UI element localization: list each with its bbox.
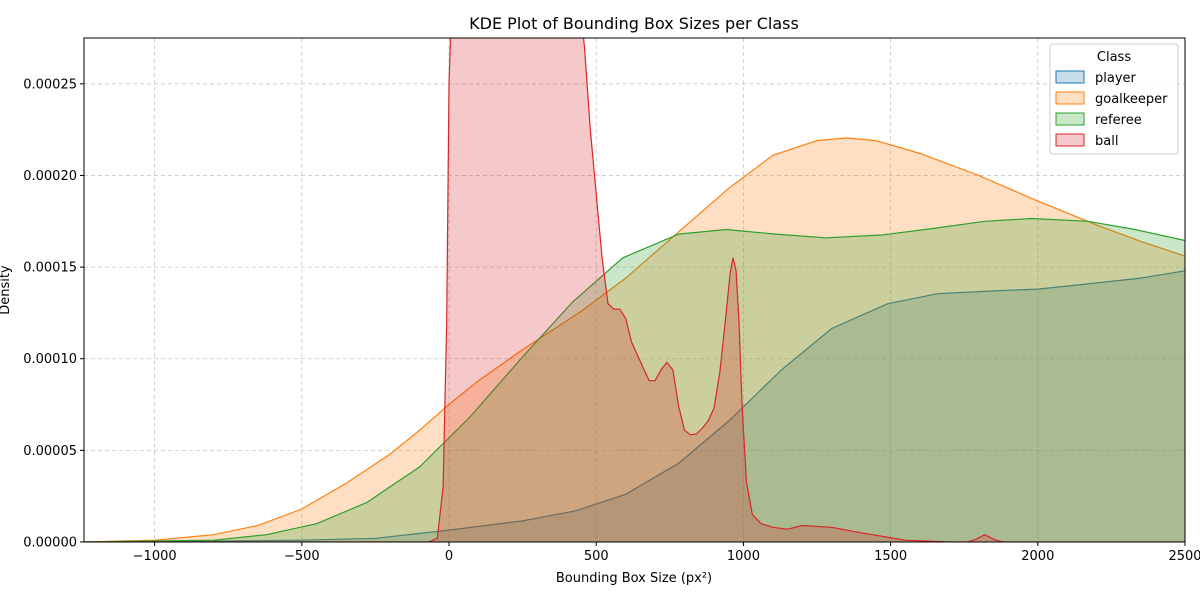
x-axis: −1000 −500 0 500 1000 1500 2000 2500 <box>133 542 1200 564</box>
legend-swatch-referee <box>1055 112 1085 126</box>
x-tick-label: −1000 <box>133 549 177 564</box>
legend-label-goalkeeper: goalkeeper <box>1095 92 1168 107</box>
legend-swatch-ball <box>1055 133 1085 147</box>
x-tick-label: −500 <box>284 549 320 564</box>
legend-label-player: player <box>1095 71 1137 86</box>
chart-title: KDE Plot of Bounding Box Sizes per Class <box>469 14 799 33</box>
y-tick-label: 0.00020 <box>23 169 77 184</box>
series-goalkeeper-line <box>84 137 1185 542</box>
legend-title: Class <box>1097 50 1131 65</box>
legend: Class player goalkeeper referee ball <box>1049 43 1179 155</box>
series-ball-area <box>84 38 1185 542</box>
plot-frame <box>83 37 1186 543</box>
series-referee-line <box>84 217 1185 542</box>
y-tick-label: 0.00000 <box>23 536 77 551</box>
x-tick-label: 0 <box>445 549 453 564</box>
y-tick-label: 0.00025 <box>23 77 77 92</box>
legend-label-referee: referee <box>1095 113 1142 128</box>
legend-swatch-goalkeeper <box>1055 91 1085 105</box>
x-tick-label: 2000 <box>1021 549 1054 564</box>
x-tick-label: 2500 <box>1168 549 1200 564</box>
y-axis: 0.00000 0.00005 0.00010 0.00015 0.00020 0.000… <box>23 77 84 551</box>
series-referee-area <box>84 218 1185 542</box>
legend-swatch-player <box>1055 70 1085 84</box>
y-tick-label: 0.00010 <box>23 352 77 367</box>
y-tick-label: 0.00015 <box>23 261 77 276</box>
x-axis-label: Bounding Box Size (px²) <box>556 571 712 586</box>
series-player-area <box>84 270 1185 542</box>
x-tick-label: 1000 <box>727 549 760 564</box>
x-tick-label: 500 <box>584 549 609 564</box>
series-goalkeeper-area <box>84 137 1185 542</box>
series-layer <box>84 38 1185 542</box>
series-ball-line <box>84 38 1185 542</box>
y-tick-label: 0.00005 <box>23 444 77 459</box>
series-player-line <box>84 270 1185 542</box>
x-tick-label: 1500 <box>874 549 907 564</box>
legend-label-ball: ball <box>1095 134 1118 149</box>
y-axis-label: Density <box>0 265 13 315</box>
